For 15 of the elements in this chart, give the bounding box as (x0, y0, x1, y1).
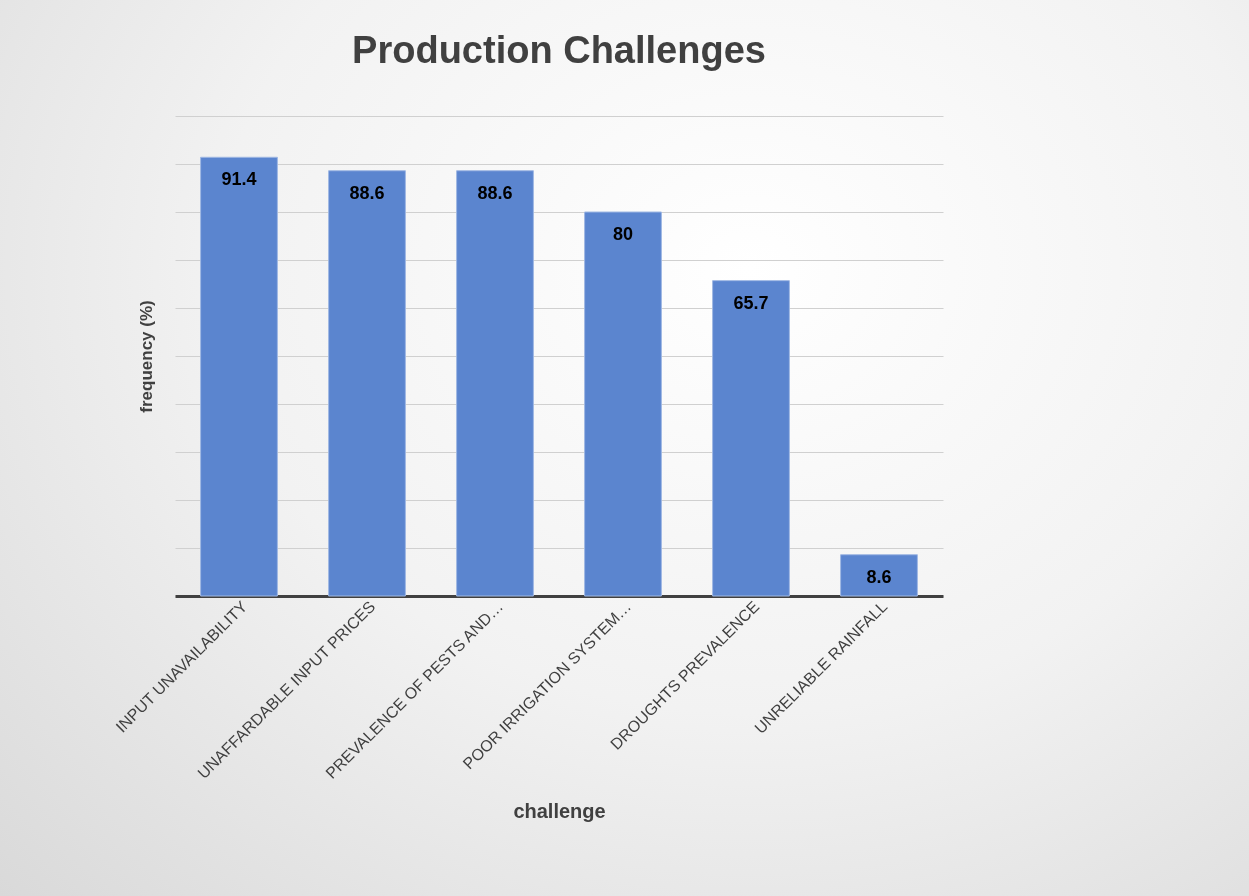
data-label: 8.6 (866, 566, 892, 587)
bar (456, 170, 534, 597)
bar (584, 211, 662, 597)
data-label: 88.6 (477, 182, 513, 203)
y-axis-title: frequency (%) (136, 300, 156, 413)
chart-title: Production Challenges (352, 29, 766, 71)
bar (712, 280, 790, 597)
data-label: 80 (612, 224, 634, 244)
data-label: 91.4 (221, 169, 257, 190)
x-axis-title: challenge (513, 800, 606, 823)
bar (328, 170, 406, 597)
data-label: 88.6 (349, 182, 385, 203)
data-label: 65.7 (733, 292, 769, 313)
bar (840, 554, 918, 597)
bar (200, 156, 278, 597)
